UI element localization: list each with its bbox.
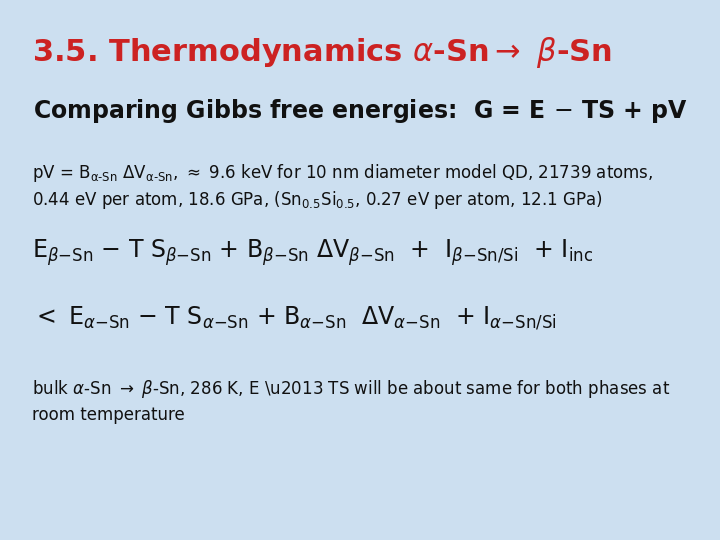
Text: bulk $\alpha$-Sn $\rightarrow$ $\beta$-Sn, 286 K, E \u2013 TS will be about same: bulk $\alpha$-Sn $\rightarrow$ $\beta$-S… (32, 378, 670, 400)
Text: room temperature: room temperature (32, 406, 185, 424)
Text: E$_{\beta\mathsf{-Sn}}$ $-$ T S$_{\beta\mathsf{-Sn}}$ + B$_{\beta\mathsf{-Sn}}$ : E$_{\beta\mathsf{-Sn}}$ $-$ T S$_{\beta\… (32, 238, 594, 268)
Text: 0.44 eV per atom, 18.6 GPa, (Sn$_{0.5}$Si$_{0.5}$, 0.27 eV per atom, 12.1 GPa): 0.44 eV per atom, 18.6 GPa, (Sn$_{0.5}$S… (32, 189, 603, 211)
Text: 3.5. Thermodynamics $\alpha$-Sn$\rightarrow$ $\beta$-Sn: 3.5. Thermodynamics $\alpha$-Sn$\rightar… (32, 35, 613, 70)
Text: $<$ E$_{\alpha\mathsf{-Sn}}$ $-$ T S$_{\alpha\mathsf{-Sn}}$ + B$_{\alpha\mathsf{: $<$ E$_{\alpha\mathsf{-Sn}}$ $-$ T S$_{\… (32, 305, 557, 332)
Text: pV = B$_{\mathsf{\alpha\text{-Sn}}}$ $\Delta$V$_{\mathsf{\alpha\text{-Sn}}}$, $\: pV = B$_{\mathsf{\alpha\text{-Sn}}}$ $\D… (32, 162, 654, 184)
Text: Comparing Gibbs free energies:  G = E $-$ TS + pV: Comparing Gibbs free energies: G = E $-$… (32, 97, 688, 125)
